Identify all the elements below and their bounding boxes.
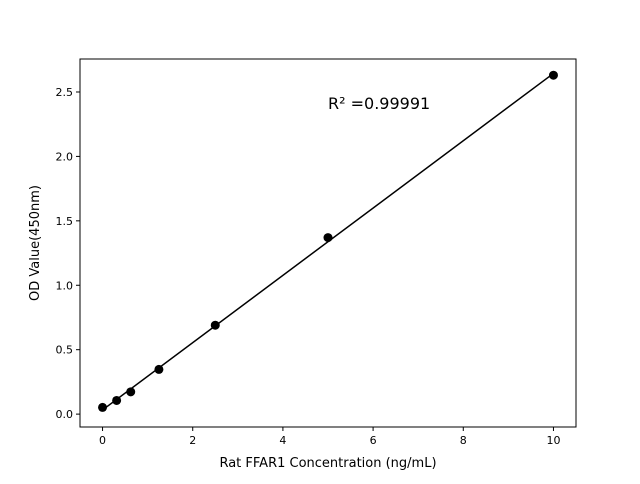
data-point <box>98 402 108 412</box>
r-squared-annotation: R² =0.99991 <box>328 94 430 113</box>
y-tick-label: 1.5 <box>56 215 74 228</box>
data-point <box>323 233 333 243</box>
y-tick-label: 1.0 <box>56 279 74 292</box>
x-tick-label: 8 <box>460 434 467 447</box>
y-tick-label: 0.5 <box>56 344 74 357</box>
y-tick-label: 2.0 <box>56 150 74 163</box>
x-axis-label: Rat FFAR1 Concentration (ng/mL) <box>219 456 436 471</box>
x-tick-label: 4 <box>279 434 286 447</box>
x-tick-label: 2 <box>189 434 196 447</box>
y-axis-label: OD Value(450nm) <box>28 185 43 301</box>
x-tick-label: 0 <box>99 434 106 447</box>
plot-frame <box>79 58 577 428</box>
data-point <box>548 70 558 80</box>
y-tick-label: 2.5 <box>56 86 74 99</box>
data-point <box>126 387 136 397</box>
y-tick-label: 0.0 <box>56 408 74 421</box>
data-point <box>210 320 220 330</box>
x-tick-label: 6 <box>370 434 377 447</box>
data-point <box>154 364 164 374</box>
x-tick-label: 10 <box>546 434 560 447</box>
data-point <box>112 395 122 405</box>
